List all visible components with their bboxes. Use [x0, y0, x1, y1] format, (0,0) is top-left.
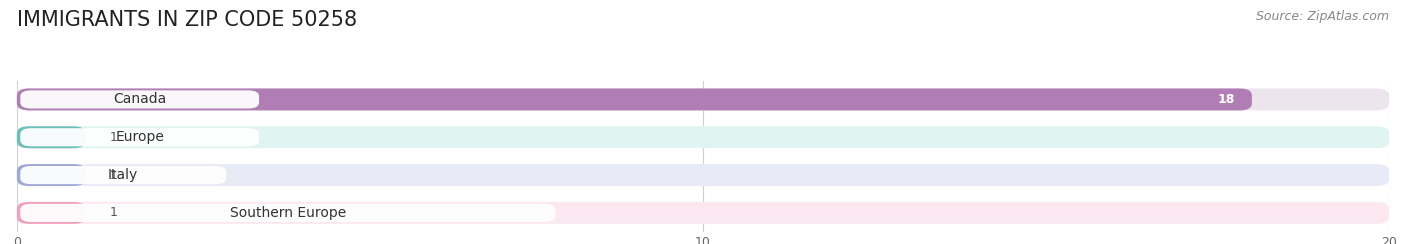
Text: Source: ZipAtlas.com: Source: ZipAtlas.com: [1256, 10, 1389, 23]
Text: IMMIGRANTS IN ZIP CODE 50258: IMMIGRANTS IN ZIP CODE 50258: [17, 10, 357, 30]
FancyBboxPatch shape: [17, 89, 1389, 110]
FancyBboxPatch shape: [17, 202, 1389, 224]
FancyBboxPatch shape: [17, 126, 1389, 148]
Text: Europe: Europe: [115, 130, 165, 144]
FancyBboxPatch shape: [20, 204, 555, 222]
Text: Italy: Italy: [108, 168, 138, 182]
FancyBboxPatch shape: [20, 90, 259, 109]
FancyBboxPatch shape: [17, 202, 86, 224]
FancyBboxPatch shape: [17, 164, 1389, 186]
Text: Canada: Canada: [112, 92, 166, 106]
Text: 1: 1: [110, 131, 117, 144]
FancyBboxPatch shape: [17, 126, 86, 148]
FancyBboxPatch shape: [17, 164, 86, 186]
FancyBboxPatch shape: [20, 166, 226, 184]
FancyBboxPatch shape: [20, 128, 259, 146]
Text: 18: 18: [1218, 93, 1234, 106]
Text: 1: 1: [110, 169, 117, 182]
Text: 1: 1: [110, 206, 117, 219]
Text: Southern Europe: Southern Europe: [229, 206, 346, 220]
FancyBboxPatch shape: [17, 89, 1251, 110]
